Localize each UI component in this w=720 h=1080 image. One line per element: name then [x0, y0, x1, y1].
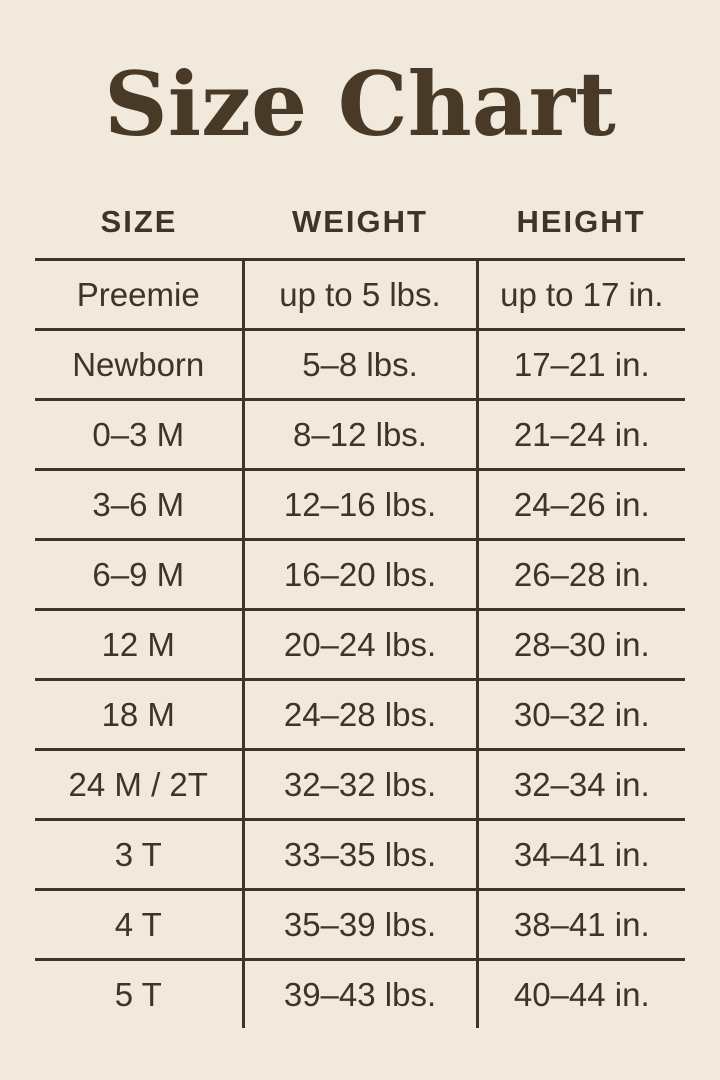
cell-weight: 32–32 lbs.	[241, 749, 479, 821]
table-row: Preemie up to 5 lbs. up to 17 in.	[35, 259, 685, 331]
cell-height: 26–28 in.	[477, 539, 685, 611]
cell-weight: 8–12 lbs.	[241, 399, 479, 471]
column-header-weight: WEIGHT	[243, 152, 477, 261]
cell-size: 12 M	[35, 609, 243, 681]
cell-weight: 39–43 lbs.	[241, 959, 479, 1028]
cell-size: Preemie	[35, 259, 243, 331]
cell-size: 4 T	[35, 889, 243, 961]
cell-height: 30–32 in.	[477, 679, 685, 751]
table-row: 0–3 M 8–12 lbs. 21–24 in.	[35, 399, 685, 471]
table-row: 3 T 33–35 lbs. 34–41 in.	[35, 819, 685, 891]
page-title: Size Chart	[104, 52, 616, 156]
table-row: 24 M / 2T 32–32 lbs. 32–34 in.	[35, 749, 685, 821]
cell-size: 6–9 M	[35, 539, 243, 611]
cell-height: up to 17 in.	[477, 259, 685, 331]
cell-height: 40–44 in.	[513, 975, 650, 1013]
table-row: 6–9 M 16–20 lbs. 26–28 in.	[35, 539, 685, 611]
cell-height: 38–41 in.	[477, 889, 685, 961]
cell-weight: 20–24 lbs.	[241, 609, 479, 681]
cell-weight: 24–28 lbs.	[241, 679, 479, 751]
table-row: 12 M 20–24 lbs. 28–30 in.	[35, 609, 685, 681]
cell-height: 34–41 in.	[477, 819, 685, 891]
cell-size: 3 T	[35, 819, 243, 891]
cell-size: 0–3 M	[35, 399, 243, 471]
cell-size: 24 M / 2T	[35, 749, 243, 821]
cell-size: 18 M	[35, 679, 243, 751]
cell-weight: up to 5 lbs.	[241, 259, 479, 331]
header-row: SIZE WEIGHT HEIGHT	[35, 152, 685, 261]
table-row: 3–6 M 12–16 lbs. 24–26 in.	[35, 469, 685, 541]
cell-size: 3–6 M	[35, 469, 243, 541]
cell-weight: 16–20 lbs.	[241, 539, 479, 611]
size-table: SIZE WEIGHT HEIGHT Preemie up to 5 lbs. …	[35, 152, 685, 1028]
table-row: Newborn 5–8 lbs. 17–21 in.	[35, 329, 685, 401]
table-row: 18 M 24–28 lbs. 30–32 in.	[35, 679, 685, 751]
cell-height: 21–24 in.	[477, 399, 685, 471]
table-row: 5 T 39–43 lbs. 40–44 in.	[35, 959, 685, 1028]
cell-weight: 35–39 lbs.	[241, 889, 479, 961]
cell-weight: 5–8 lbs.	[241, 329, 479, 401]
cell-weight: 33–35 lbs.	[241, 819, 479, 891]
column-header-height: HEIGHT	[477, 152, 685, 261]
cell-height: 28–30 in.	[477, 609, 685, 681]
cell-height: 24–26 in.	[477, 469, 685, 541]
table-row: 4 T 35–39 lbs. 38–41 in.	[35, 889, 685, 961]
cell-size: Newborn	[35, 329, 243, 401]
cell-size: 5 T	[114, 975, 162, 1013]
cell-height: 32–34 in.	[477, 749, 685, 821]
column-header-size: SIZE	[35, 152, 243, 261]
cell-weight: 12–16 lbs.	[241, 469, 479, 541]
cell-height: 17–21 in.	[477, 329, 685, 401]
